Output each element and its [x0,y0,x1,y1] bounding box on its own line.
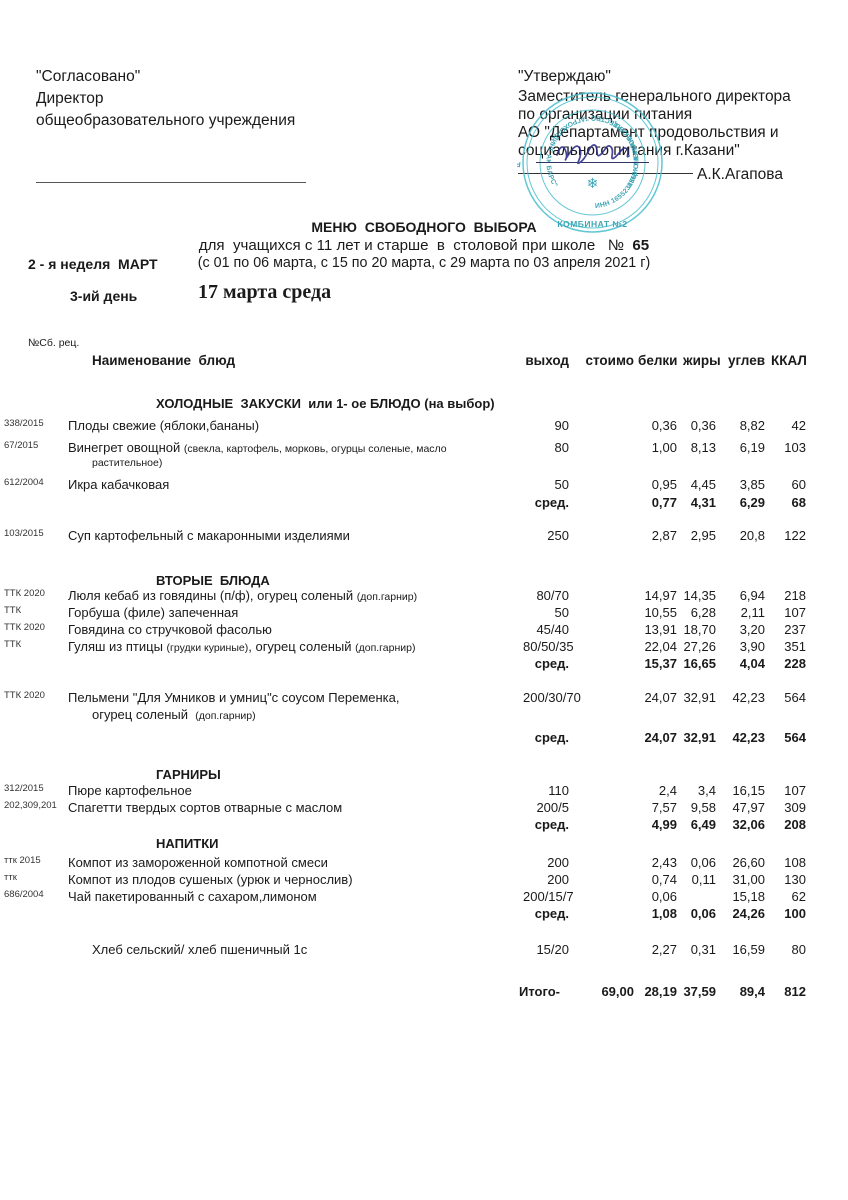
svg-text:❄: ❄ [587,175,599,191]
svg-text:ИНН 1655233569 • Г.КАЗАНЬ • РТ: ИНН 1655233569 • Г.КАЗАНЬ • РТ [595,120,641,210]
